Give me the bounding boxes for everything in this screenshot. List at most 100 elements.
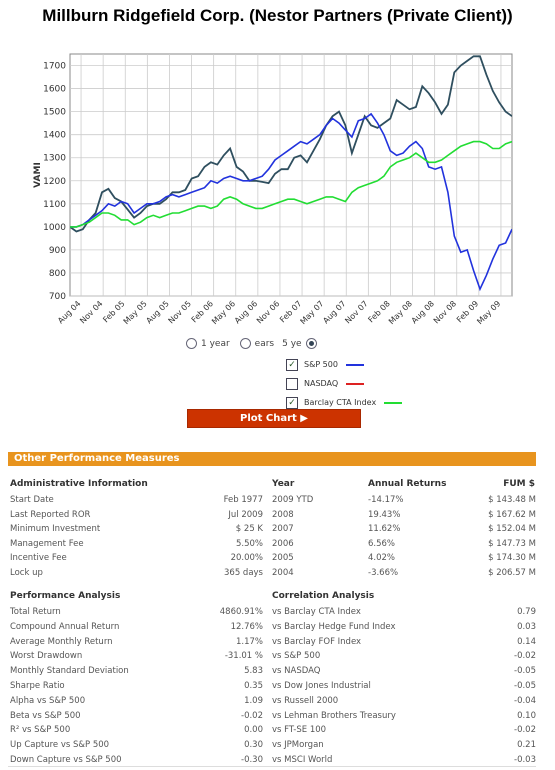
fum-cell: $ 147.73 M xyxy=(488,538,536,549)
legend-item-sp500: ✓ S&P 500 xyxy=(286,355,402,374)
performance-label: Beta vs S&P 500 xyxy=(10,710,81,721)
barclay-swatch xyxy=(384,401,403,404)
correlation-value: 0.10 xyxy=(517,710,536,721)
series-line-barclay-cta-index xyxy=(70,140,512,228)
page-title: Millburn Ridgefield Corp. (Nestor Partne… xyxy=(42,6,513,25)
y-tick-label: 1500 xyxy=(43,108,66,118)
year-header: Year xyxy=(272,479,295,489)
radio-5-years[interactable] xyxy=(305,338,317,349)
performance-value: -0.30 xyxy=(241,755,263,765)
annual-return-cell: 6.56% xyxy=(368,538,396,549)
correlation-label: vs Russell 2000 xyxy=(272,695,339,706)
performance-label: Sharpe Ratio xyxy=(10,681,65,691)
y-tick-label: 1700 xyxy=(43,62,66,72)
correlation-value: 0.21 xyxy=(517,740,536,751)
correlation-value: 0.03 xyxy=(517,621,536,632)
nasdaq-checkbox[interactable] xyxy=(286,377,298,390)
admin-value: 365 days xyxy=(224,568,263,578)
vami-chart: 700 800 900 1000 1100 1200 1300 1400 1500 1600 170… xyxy=(33,53,513,326)
fum-cell: $ 152.04 M xyxy=(488,524,536,535)
annual-return-cell: 11.62% xyxy=(368,524,401,535)
range-selector: 1 year ears 5 ye xyxy=(186,338,317,349)
annual-return-cell: -3.66% xyxy=(368,568,399,578)
performance-value: 12.76% xyxy=(230,621,263,632)
y-tick-label: 1400 xyxy=(43,131,66,141)
y-tick-label: 1000 xyxy=(43,223,66,233)
year-cell: 2007 xyxy=(272,524,294,535)
performance-analysis-header: Performance Analysis xyxy=(10,591,121,601)
divider xyxy=(8,766,536,767)
performance-label: Up Capture vs S&P 500 xyxy=(10,740,110,751)
y-tick-label: 800 xyxy=(49,269,66,279)
y-tick-label: 1600 xyxy=(43,85,66,95)
annual-returns-header: Annual Returns xyxy=(368,479,447,489)
year-cell: 2005 xyxy=(272,553,294,564)
correlation-value: -0.04 xyxy=(514,695,536,706)
year-cell: 2009 YTD xyxy=(272,495,314,505)
performance-value: 1.09 xyxy=(244,695,263,706)
admin-label: Management Fee xyxy=(10,538,84,549)
radio-3-years-label: ears xyxy=(254,338,275,349)
performance-value: 0.00 xyxy=(244,725,263,736)
correlation-value: -0.05 xyxy=(514,681,536,691)
year-cell: 2006 xyxy=(272,538,294,549)
correlation-label: vs Barclay Hedge Fund Index xyxy=(272,621,396,632)
radio-5-years-label: 5 ye xyxy=(282,338,302,349)
radio-3-years[interactable] xyxy=(239,338,251,349)
correlation-analysis-header: Correlation Analysis xyxy=(272,591,375,601)
admin-header: Administrative Information xyxy=(10,479,148,489)
performance-label: Compound Annual Return xyxy=(10,621,120,632)
benchmark-legend: ✓ S&P 500 NASDAQ ✓ Barclay CTA Index xyxy=(286,355,403,412)
fum-cell: $ 167.62 M xyxy=(488,509,536,520)
correlation-value: 0.79 xyxy=(517,607,536,617)
legend-item-barclay: ✓ Barclay CTA Index xyxy=(286,393,403,412)
sp500-checkbox[interactable]: ✓ xyxy=(286,358,298,371)
performance-label: Down Capture vs S&P 500 xyxy=(10,755,122,765)
y-axis-label: VAMI xyxy=(33,162,43,188)
admin-label: Last Reported ROR xyxy=(10,509,91,520)
performance-label: R² vs S&P 500 xyxy=(10,725,71,736)
performance-label: Total Return xyxy=(10,607,61,617)
legend-item-nasdaq: NASDAQ xyxy=(286,374,402,393)
series-line-nestor-partners xyxy=(70,55,512,233)
y-tick-label: 1300 xyxy=(43,154,66,164)
admin-label: Start Date xyxy=(10,495,54,505)
performance-label: Average Monthly Return xyxy=(10,636,113,647)
admin-label: Incentive Fee xyxy=(10,553,67,564)
series-line-s-p-500 xyxy=(70,112,512,292)
fum-cell: $ 206.57 M xyxy=(488,568,536,578)
annual-return-cell: 19.43% xyxy=(368,509,401,520)
correlation-label: vs JPMorgan xyxy=(272,740,324,751)
correlation-label: vs MSCI World xyxy=(272,755,333,765)
correlation-label: vs Lehman Brothers Treasury xyxy=(272,710,396,721)
correlation-value: -0.03 xyxy=(514,755,536,765)
plot-chart-button[interactable]: Plot Chart ▶ xyxy=(187,409,361,428)
y-tick-label: 1200 xyxy=(43,177,66,187)
performance-value: -0.02 xyxy=(241,710,263,721)
sp500-label: S&P 500 xyxy=(304,360,338,369)
admin-value: 20.00% xyxy=(230,553,263,564)
barclay-checkbox[interactable]: ✓ xyxy=(286,396,298,409)
performance-value: -31.01 % xyxy=(224,651,263,662)
performance-value: 0.35 xyxy=(244,681,263,691)
admin-value: $ 25 K xyxy=(235,524,263,535)
performance-value: 1.17% xyxy=(235,636,263,647)
annual-return-cell: -14.17% xyxy=(368,495,404,505)
correlation-label: vs NASDAQ xyxy=(272,666,321,677)
radio-1-year[interactable] xyxy=(186,338,197,349)
correlation-value: 0.14 xyxy=(517,636,536,647)
plot-area xyxy=(69,53,513,297)
admin-value: 5.50% xyxy=(235,538,263,549)
correlation-value: -0.05 xyxy=(514,666,536,677)
correlation-value: -0.02 xyxy=(514,651,536,662)
year-cell: 2004 xyxy=(272,568,294,578)
correlation-label: vs Barclay CTA Index xyxy=(272,607,361,617)
barclay-label: Barclay CTA Index xyxy=(304,398,377,407)
correlation-label: vs Dow Jones Industrial xyxy=(272,681,371,691)
performance-value: 0.30 xyxy=(244,740,263,751)
nasdaq-swatch xyxy=(346,382,365,385)
performance-value: 5.83 xyxy=(244,666,263,677)
admin-label: Minimum Investment xyxy=(10,524,101,535)
fum-cell: $ 174.30 M xyxy=(488,553,536,564)
